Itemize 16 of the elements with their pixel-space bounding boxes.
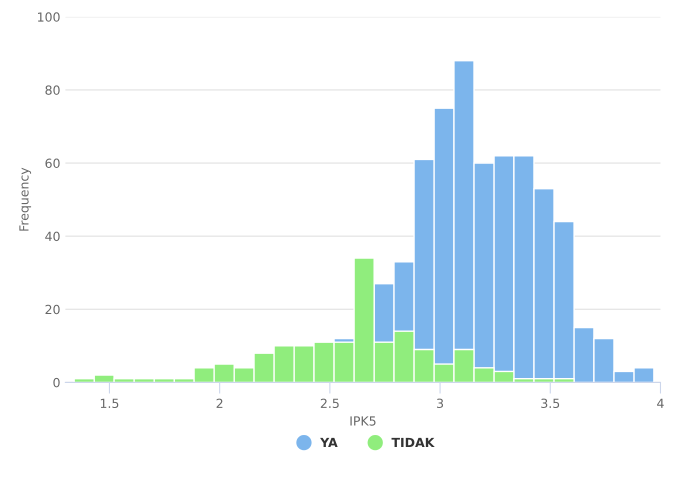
y-tick-label: 60	[45, 158, 60, 168]
x-tick-label: 3	[437, 398, 444, 408]
y-tick-label: 40	[45, 232, 60, 242]
x-tick-label: 1.5	[100, 398, 118, 408]
y-axis-title: Frequency	[19, 168, 32, 231]
x-tick-label: 2	[216, 398, 222, 408]
x-axis-title: IPK5	[350, 416, 376, 426]
y-tick-label: 80	[45, 85, 60, 95]
x-tick-label: 2.5	[320, 398, 339, 408]
y-tick-label: 0	[53, 378, 60, 388]
legend-label: YA	[320, 438, 338, 448]
y-tick-label: 20	[46, 304, 60, 314]
legend-label: TIDAK	[392, 438, 435, 448]
y-tick-label: 100	[38, 12, 60, 22]
x-tick-label: 4	[657, 398, 664, 408]
x-tick-label: 3.5	[541, 398, 560, 408]
